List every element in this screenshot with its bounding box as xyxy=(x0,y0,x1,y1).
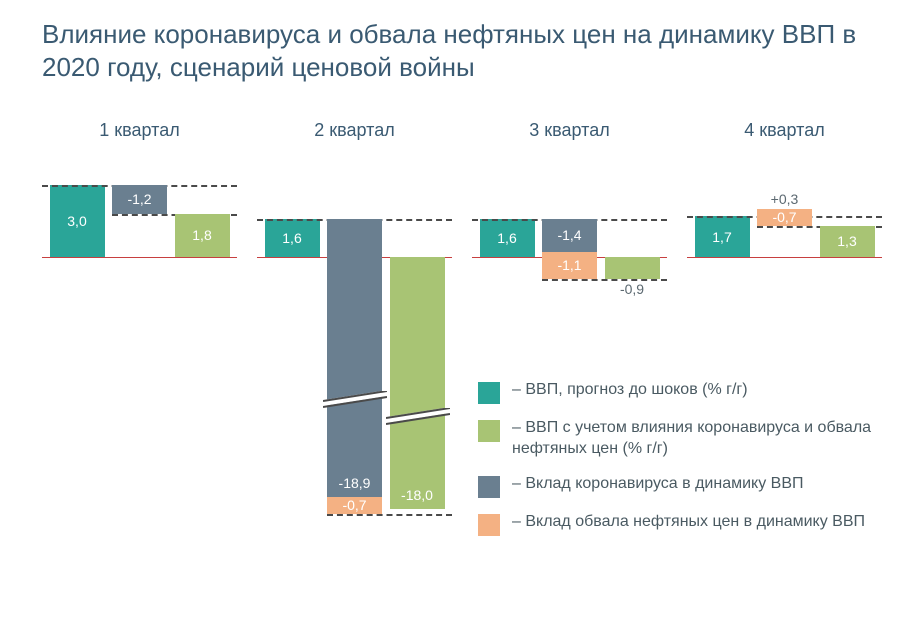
legend-label: – ВВП, прогноз до шоков (% г/г) xyxy=(512,380,748,401)
label-oil-contrib: -0,7 xyxy=(327,497,382,513)
legend-swatch xyxy=(478,420,500,442)
legend-label: – Вклад обвала нефтяных цен в динамику В… xyxy=(512,512,865,533)
panel-title: 3 квартал xyxy=(472,120,667,141)
label-baseline-gdp: 3,0 xyxy=(50,213,105,229)
connector-line xyxy=(327,514,452,516)
legend: – ВВП, прогноз до шоков (% г/г) – ВВП с у… xyxy=(478,380,892,550)
zero-line xyxy=(687,257,882,258)
label-corona-contrib: -1,2 xyxy=(112,191,167,207)
legend-row: – Вклад коронавируса в динамику ВВП xyxy=(478,474,892,498)
label-final-gdp: -0,9 xyxy=(605,281,660,297)
label-baseline-gdp: 1,7 xyxy=(695,229,750,245)
panel-title: 1 квартал xyxy=(42,120,237,141)
legend-row: – ВВП, прогноз до шоков (% г/г) xyxy=(478,380,892,404)
label-final-gdp: -18,0 xyxy=(390,487,445,503)
label-oil-contrib: -1,1 xyxy=(542,257,597,273)
label-corona-contrib: -1,4 xyxy=(542,227,597,243)
legend-label: – Вклад коронавируса в динамику ВВП xyxy=(512,474,804,495)
label-baseline-gdp: 1,6 xyxy=(265,230,320,246)
legend-row: – Вклад обвала нефтяных цен в динамику В… xyxy=(478,512,892,536)
bar-corona-contrib xyxy=(327,219,382,497)
chart-title: Влияние коронавируса и обвала нефтяных ц… xyxy=(42,18,862,83)
zero-line xyxy=(42,257,237,258)
legend-swatch xyxy=(478,514,500,536)
panel-q1: 1 квартал 3,0 -1,2 1,8 xyxy=(42,120,237,587)
bars-wrap: 1,6 -18,9 -0,7 -18,0 xyxy=(257,147,452,587)
label-corona-contrib: +0,3 xyxy=(757,191,812,207)
label-oil-contrib: -0,7 xyxy=(757,209,812,225)
legend-swatch xyxy=(478,382,500,404)
panel-q2: 2 квартал 1,6 -18,9 -0,7 -18,0 xyxy=(257,120,452,587)
bars-wrap: 3,0 -1,2 1,8 xyxy=(42,147,237,587)
label-corona-contrib: -18,9 xyxy=(327,475,382,491)
legend-swatch xyxy=(478,476,500,498)
bar-final-gdp xyxy=(605,257,660,279)
label-baseline-gdp: 1,6 xyxy=(480,230,535,246)
legend-label: – ВВП с учетом влияния коронавируса и об… xyxy=(512,418,892,460)
bar-final-gdp xyxy=(390,257,445,509)
panel-title: 2 квартал xyxy=(257,120,452,141)
label-final-gdp: 1,3 xyxy=(820,233,875,249)
label-final-gdp: 1,8 xyxy=(175,227,230,243)
panel-title: 4 квартал xyxy=(687,120,882,141)
legend-row: – ВВП с учетом влияния коронавируса и об… xyxy=(478,418,892,460)
